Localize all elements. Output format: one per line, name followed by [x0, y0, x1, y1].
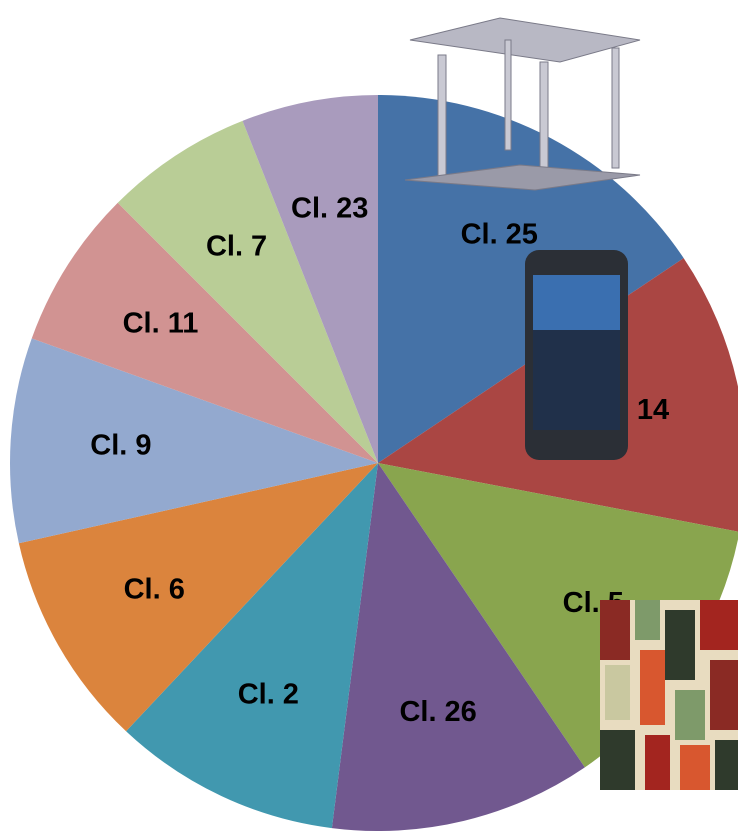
slice-label: Cl. 23	[291, 193, 368, 225]
slice-label: Cl. 9	[90, 429, 151, 461]
fabric-image	[600, 600, 738, 790]
slice-label: Cl. 7	[206, 230, 267, 262]
chart: Cl. 25Cl. 14Cl. 5Cl. 26Cl. 2Cl. 6Cl. 9Cl…	[0, 0, 738, 831]
slice-label: Cl. 6	[124, 573, 185, 605]
slice-label: Cl. 11	[123, 308, 199, 340]
slice-label: Cl. 26	[399, 696, 476, 728]
slice-label: Cl. 2	[238, 679, 299, 711]
phone-image	[525, 250, 628, 460]
slice-label: Cl. 25	[461, 218, 538, 250]
